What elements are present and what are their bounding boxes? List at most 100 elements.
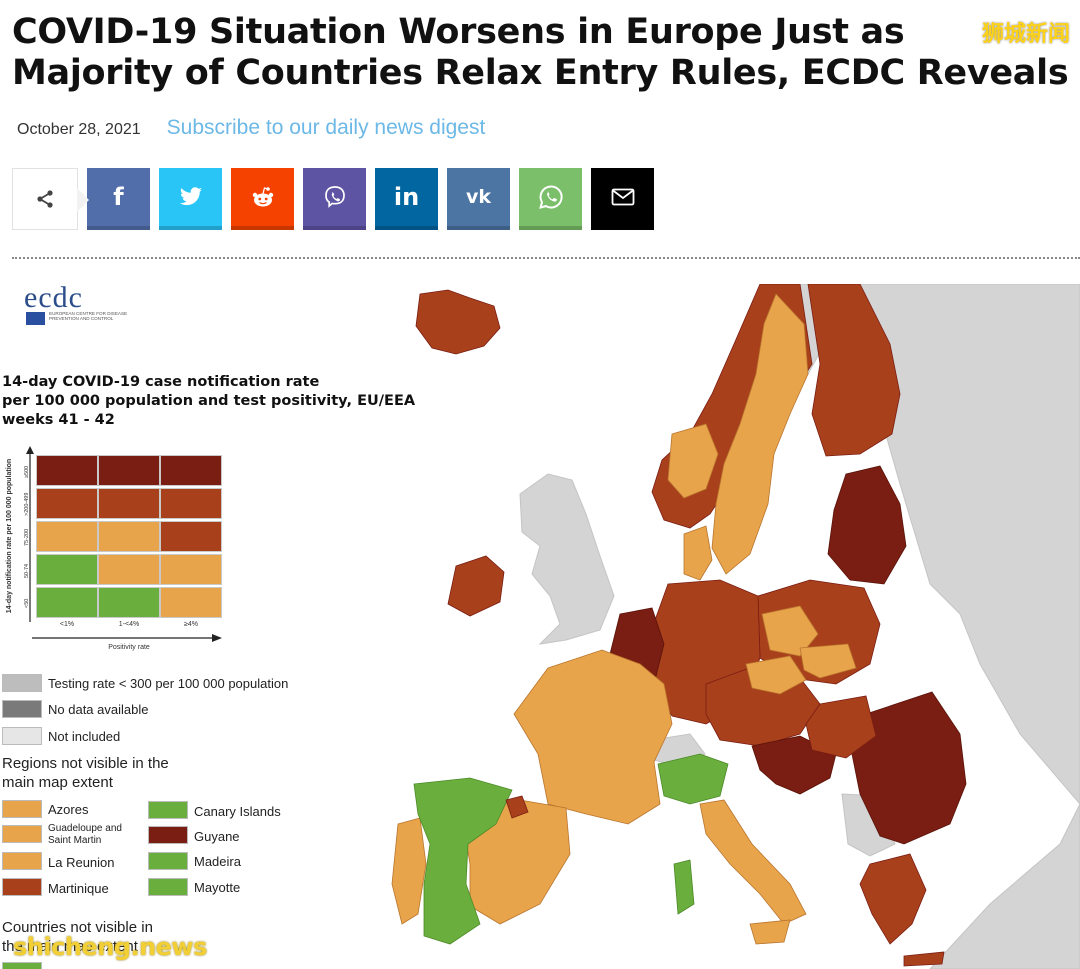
legend-label-guadeloupe: Guadeloupe and Saint Martin [48,823,122,846]
france [513,649,673,825]
legend-matrix-cell [160,455,222,486]
greece [859,853,927,945]
x-axis-label: Positivity rate [108,644,150,651]
legend-swatch-no-data [2,700,42,718]
y-axis-arrow [26,446,34,622]
poland-orange-region [761,605,819,657]
baltics [827,465,907,585]
legend-col-label: <1% [59,621,75,628]
legend-title: 14-day COVID-19 case notification rate p… [2,373,422,430]
ecdc-covid-map: ecdc EUROPEAN CENTRE FOR DISEASE PREVENT… [0,281,1080,969]
legend-matrix-cell [98,521,160,552]
facebook-icon: f [113,183,124,211]
spain-green [413,777,513,945]
linkedin-share-button[interactable]: in [375,168,438,230]
hungary [805,695,877,759]
legend-col-label: 1-<4% [118,621,140,628]
sardinia [673,859,695,915]
portugal [391,817,427,925]
legend-matrix-cell [36,455,98,486]
twitter-share-button[interactable] [159,168,222,230]
legend-swatch-guadeloupe [2,825,42,843]
denmark [683,525,713,581]
legend-swatch-mayotte [148,878,188,896]
legend-label-not-included: Not included [48,729,121,744]
legend-swatch-la-reunion [2,852,42,870]
legend-label-canary-islands: Canary Islands [194,804,281,819]
ecdc-logo-text: ecdc [24,281,83,314]
legend-matrix-cell [36,521,98,552]
legend-row-label: 75-200 [24,528,30,547]
legend-row-label: ≥500 [24,465,30,478]
share-toggle-button[interactable] [12,168,89,230]
legend-matrix-cell [98,587,160,618]
whatsapp-share-button[interactable] [519,168,582,230]
subscribe-link[interactable]: Subscribe to our daily news digest [166,116,486,139]
linkedin-icon: in [393,183,420,211]
article-title: COVID-19 Situation Worsens in Europe Jus… [12,12,1069,93]
reddit-icon [252,187,273,207]
legend-matrix-cell [160,587,222,618]
iceland [415,289,501,355]
legend-matrix-cell [160,521,222,552]
eu-flag-icon [26,312,45,325]
legend-label-madeira: Madeira [194,854,241,869]
legend-row-label: <50 [24,598,30,609]
italy-south [699,799,807,925]
content-divider [12,257,1080,259]
czech-orange [745,655,807,695]
legend-label-guyane: Guyane [194,829,240,844]
sweden [711,293,809,575]
romania-bulgaria [851,691,967,845]
email-icon [611,188,634,206]
legend-matrix-cell [160,554,222,585]
legend-matrix-cell [36,554,98,585]
y-axis-label: 14-day notification rate per 100 000 pop… [6,458,13,614]
legend-title-line: weeks 41 - 42 [2,412,115,428]
ecdc-logo-caption: EUROPEAN CENTRE FOR DISEASE PREVENTION A… [49,311,128,321]
legend-matrix-cell [36,488,98,519]
vk-icon: vk [465,185,492,208]
legend-label-no-data: No data available [48,702,149,717]
europe-map [391,284,1080,969]
legend-row-label: >200-499 [24,492,30,517]
legend-label-mayotte: Mayotte [194,880,241,895]
legend-swatch-canary-islands [148,801,188,819]
legend-title-line: 14-day COVID-19 case notification rate [2,374,320,390]
uk-land [519,473,615,645]
reddit-share-button[interactable] [231,168,294,230]
watermark-bottom-left: shicheng.news [13,933,207,961]
email-share-button[interactable] [591,168,654,230]
whatsapp-icon [538,185,563,209]
finland [807,284,901,457]
legend-label-azores: Azores [48,802,89,817]
ireland [447,555,505,617]
slovakia-orange [799,643,857,679]
countries-heading: Countries not visible in the main map ex… [2,919,153,955]
legend-swatch-martinique [2,878,42,896]
norway-south [667,423,719,499]
legend-label-testing-rate: Testing rate < 300 per 100 000 populatio… [48,676,289,691]
legend-label-la-reunion: La Reunion [48,855,115,870]
share-bar: f in vk [12,168,654,230]
legend-matrix-cell [98,455,160,486]
x-axis-arrow [32,634,222,642]
legend-matrix-cell [98,554,160,585]
share-icon [37,190,53,208]
regions-heading: Regions not visible in the main map exte… [2,755,169,791]
crete [903,951,945,967]
viber-share-button[interactable] [303,168,366,230]
legend-matrix-cell [160,488,222,519]
legend-swatch-madeira [148,852,188,870]
publish-date: October 28, 2021 [17,121,141,138]
facebook-share-button[interactable]: f [87,168,150,230]
viber-icon [324,186,345,208]
legend-col-label: ≥4% [184,621,198,628]
legend-swatch-testing-rate [2,674,42,692]
spain-orange [459,799,571,925]
watermark-top-right: 狮城新闻 [981,22,1070,47]
legend-matrix-cell [36,587,98,618]
article-meta: October 28, 2021 Subscribe to our daily … [17,116,485,140]
vk-share-button[interactable]: vk [447,168,510,230]
italy-north [657,753,729,805]
